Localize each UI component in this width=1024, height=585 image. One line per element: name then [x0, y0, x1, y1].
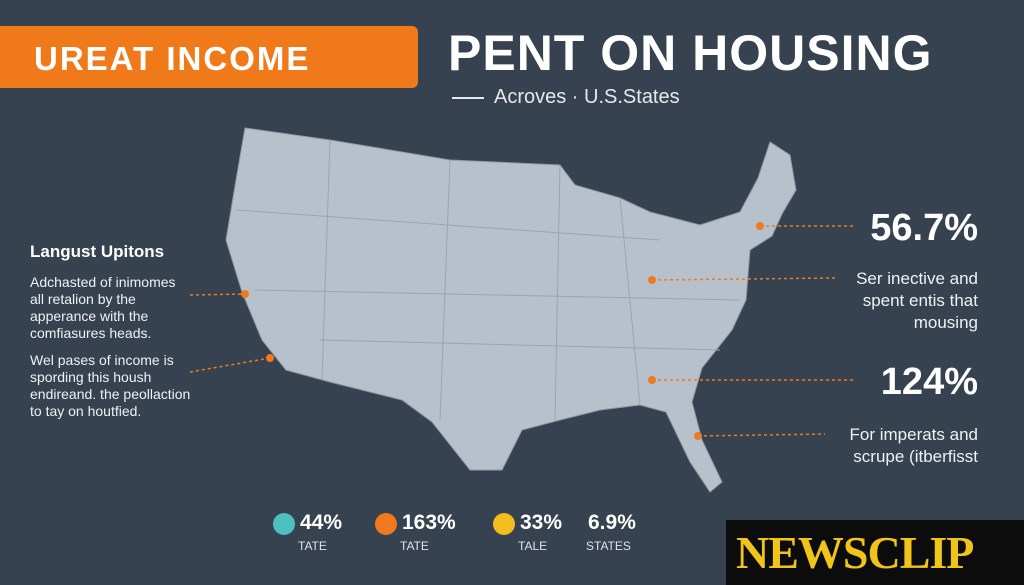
legend-swatch — [375, 513, 397, 535]
watermark-text: NEWSCLIP — [736, 527, 974, 578]
legend-swatch — [273, 513, 295, 535]
callout-line: Ser inective and — [856, 269, 978, 288]
callout-text: Ser inective and spent entis that mousing — [856, 268, 978, 334]
legend-label: TALE — [518, 539, 548, 553]
us-map — [225, 127, 797, 493]
legend-label: TATE — [400, 539, 429, 553]
legend-value: 33% — [520, 511, 563, 534]
legend-swatch — [493, 513, 515, 535]
legend-keys — [273, 513, 515, 535]
legend-value: 6.9% — [588, 511, 636, 534]
paragraph-line: Adchasted of inimomes — [30, 274, 176, 290]
state-lines — [235, 139, 741, 421]
paragraph-line: comfiasures heads. — [30, 325, 152, 341]
subtitle-rule — [452, 97, 484, 99]
panel-paragraph: Adchasted of inimomes all retalion by the… — [30, 274, 176, 342]
callout-value: 124% — [880, 361, 978, 403]
callout-line: scrupe (itberfisst — [853, 447, 978, 466]
paragraph-line: spording this housh — [30, 369, 152, 385]
paragraph-line: Wel pases of income is — [30, 352, 174, 368]
paragraph-line: apperance with the — [30, 308, 149, 324]
legend-label: STATES — [586, 539, 631, 553]
subtitle: Acroves · U.S.States — [494, 86, 680, 108]
paragraph-line: all retalion by the — [30, 291, 136, 307]
paragraph-line: to tay on houtfied. — [30, 403, 142, 419]
watermark: NEWSCLIP — [726, 520, 1024, 585]
callout-line: spent entis that — [862, 291, 978, 310]
leader-lines — [189, 225, 855, 437]
paragraph-line: endireand. the peollaction — [30, 386, 191, 402]
map-dots — [241, 222, 764, 440]
callout-line: mousing — [913, 313, 978, 332]
legend-value: 44% — [300, 511, 343, 534]
badge: UREAT INCOME — [0, 26, 418, 88]
callout-text: For imperats and scrupe (itberfisst — [850, 424, 979, 468]
legend-value: 163% — [402, 511, 456, 534]
callout-line: For imperats and — [849, 425, 979, 444]
panel-paragraph: Wel pases of income is spording this hous… — [30, 352, 190, 420]
panel-heading: Langust Upitons — [30, 242, 165, 261]
callout-value: 56.7% — [870, 207, 978, 249]
legend-label: TATE — [298, 539, 327, 553]
badge-text: UREAT INCOME — [34, 40, 311, 77]
title: PENT ON HOUSING — [448, 25, 933, 81]
